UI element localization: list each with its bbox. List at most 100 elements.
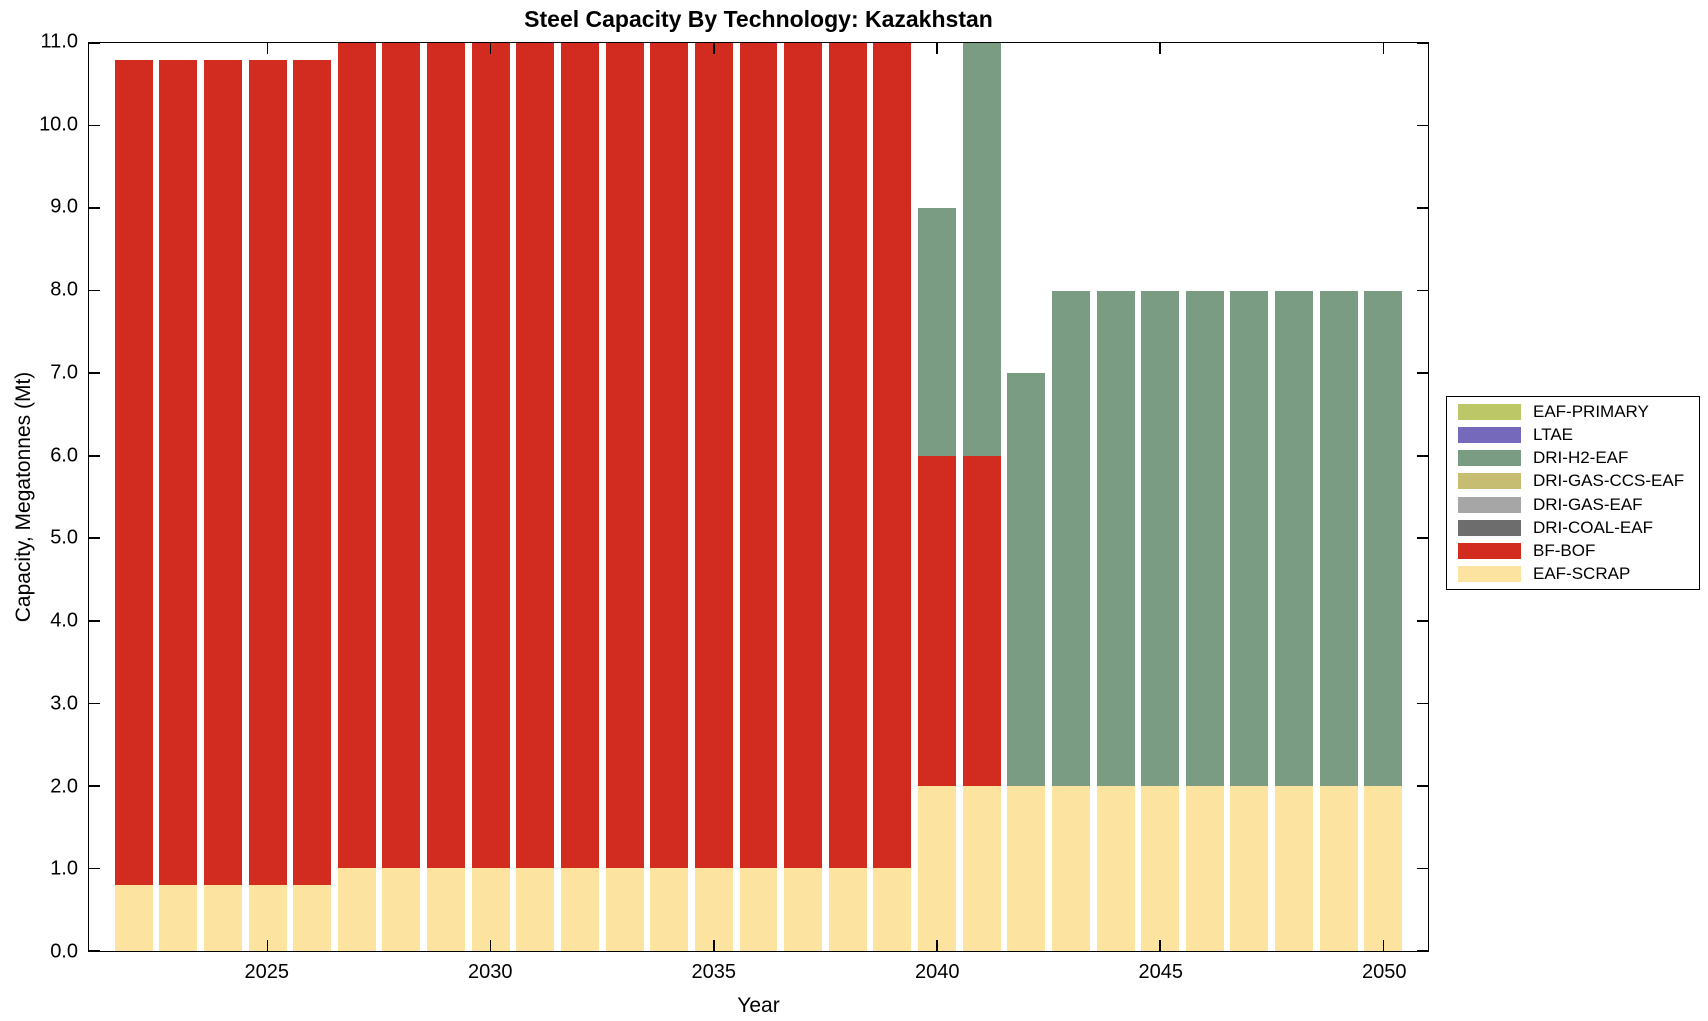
legend-swatch-DRI-GAS-CCS-EAF [1458,473,1521,490]
legend-swatch-LTAE [1458,427,1521,444]
y-tick-right-2.0 [1417,785,1428,787]
bar-segment-2027-BF-BOF [337,43,376,869]
legend-label-DRI-COAL-EAF: DRI-COAL-EAF [1533,517,1653,537]
y-tick-label-8.0: 8.0 [50,278,78,301]
bar-segment-2039-EAF-SCRAP [873,868,912,951]
x-tick-label-2025: 2025 [244,961,290,983]
legend-label-EAF-PRIMARY: EAF-PRIMARY [1533,402,1649,422]
bar-2026 [293,43,332,951]
y-tick-label-6.0: 6.0 [50,444,78,467]
bar-segment-2029-BF-BOF [427,43,466,869]
bar-2025 [248,43,287,951]
bar-segment-2040-EAF-SCRAP [918,785,956,951]
bar-segment-2035-BF-BOF [694,43,733,869]
bar-2050 [1364,43,1403,951]
legend-item-DRI-COAL-EAF: DRI-COAL-EAF [1447,518,1699,538]
x-tick-label-2050: 2050 [1362,961,1407,983]
y-tick-label-3.0: 3.0 [50,692,78,715]
bar-2036 [739,43,778,951]
y-tick-8.0 [89,289,100,292]
y-tick-11.0 [89,42,100,44]
bar-segment-2043-EAF-SCRAP [1051,785,1090,951]
x-axis-title: Year [737,994,780,1017]
bar-segment-2044-EAF-SCRAP [1096,785,1135,951]
bar-segment-2026-EAF-SCRAP [293,884,332,951]
y-tick-right-0.0 [1417,950,1428,952]
bar-segment-2036-BF-BOF [739,43,778,869]
legend-swatch-DRI-H2-EAF [1458,450,1521,467]
bar-segment-2049-EAF-SCRAP [1319,785,1358,951]
legend-swatch-EAF-SCRAP [1458,565,1521,582]
bar-segment-2042-EAF-SCRAP [1007,785,1046,951]
y-tick-7.0 [89,372,100,374]
bar-segment-2030-BF-BOF [471,43,510,869]
y-tick-10.0 [89,124,100,127]
bar-segment-2032-EAF-SCRAP [560,868,599,951]
legend-label-DRI-GAS-CCS-EAF: DRI-GAS-CCS-EAF [1533,471,1685,491]
legend-label-LTAE: LTAE [1533,425,1573,445]
x-tick-label-2030: 2030 [468,961,513,983]
y-tick-right-3.0 [1417,702,1428,705]
x-tick-label-2035: 2035 [691,961,737,983]
legend-item-EAF-SCRAP: EAF-SCRAP [1447,564,1699,584]
x-tick-top-2045 [1159,43,1161,54]
bar-2040 [918,43,956,951]
y-tick-label-10.0: 10.0 [39,113,78,136]
y-tick-5.0 [89,537,100,540]
y-tick-right-10.0 [1417,124,1428,127]
legend-item-EAF-PRIMARY: EAF-PRIMARY [1447,402,1699,422]
bar-segment-2023-BF-BOF [159,59,198,885]
bar-segment-2024-BF-BOF [203,59,242,885]
bar-2041 [962,43,1001,951]
bar-2030 [471,43,510,951]
bar-2048 [1275,43,1314,951]
y-tick-right-8.0 [1417,289,1428,292]
bar-segment-2032-BF-BOF [560,43,599,869]
bar-segment-2030-EAF-SCRAP [471,868,510,951]
y-tick-right-4.0 [1417,620,1428,622]
bar-2034 [650,43,689,951]
x-tick-top-2025 [266,43,269,54]
x-tick-top-2035 [713,43,715,54]
bar-2044 [1096,43,1135,951]
bar-2037 [784,43,823,951]
y-tick-right-11.0 [1417,42,1428,44]
bar-2038 [828,43,867,951]
x-tick-top-2040 [936,43,938,54]
legend-label-BF-BOF: BF-BOF [1533,540,1596,560]
bar-segment-2029-EAF-SCRAP [427,868,466,951]
legend-item-BF-BOF: BF-BOF [1447,541,1699,561]
x-tick-2045 [1159,940,1161,951]
y-tick-3.0 [89,702,100,705]
legend-swatch-BF-BOF [1458,542,1521,559]
bar-2045 [1141,43,1180,951]
x-tick-top-2050 [1382,43,1385,54]
bar-segment-2035-EAF-SCRAP [694,868,733,951]
y-tick-label-0.0: 0.0 [50,940,78,963]
y-axis-title: Capacity, Megatonnes (Mt) [12,371,35,623]
bar-segment-2036-EAF-SCRAP [739,868,778,951]
bar-segment-2041-EAF-SCRAP [962,785,1001,951]
bar-2029 [427,43,466,951]
bar-segment-2046-EAF-SCRAP [1185,785,1224,951]
bar-2027 [337,43,376,951]
bar-segment-2026-BF-BOF [293,59,332,885]
bar-2024 [203,43,242,951]
bar-segment-2025-EAF-SCRAP [248,884,287,951]
y-tick-right-6.0 [1417,454,1428,457]
bar-segment-2025-BF-BOF [248,59,287,885]
y-tick-2.0 [89,785,100,787]
bar-segment-2038-BF-BOF [828,43,867,869]
bar-segment-2022-BF-BOF [114,59,153,885]
bar-2039 [873,43,912,951]
y-tick-0.0 [89,950,100,952]
x-tick-2050 [1382,940,1385,951]
bar-2033 [605,43,644,951]
bar-segment-2034-EAF-SCRAP [650,868,689,951]
y-tick-label-2.0: 2.0 [50,775,78,798]
bar-2022 [114,43,153,951]
x-tick-2025 [266,940,269,951]
bar-2049 [1319,43,1358,951]
bar-segment-2047-EAF-SCRAP [1230,785,1269,951]
x-tick-2040 [936,940,938,951]
